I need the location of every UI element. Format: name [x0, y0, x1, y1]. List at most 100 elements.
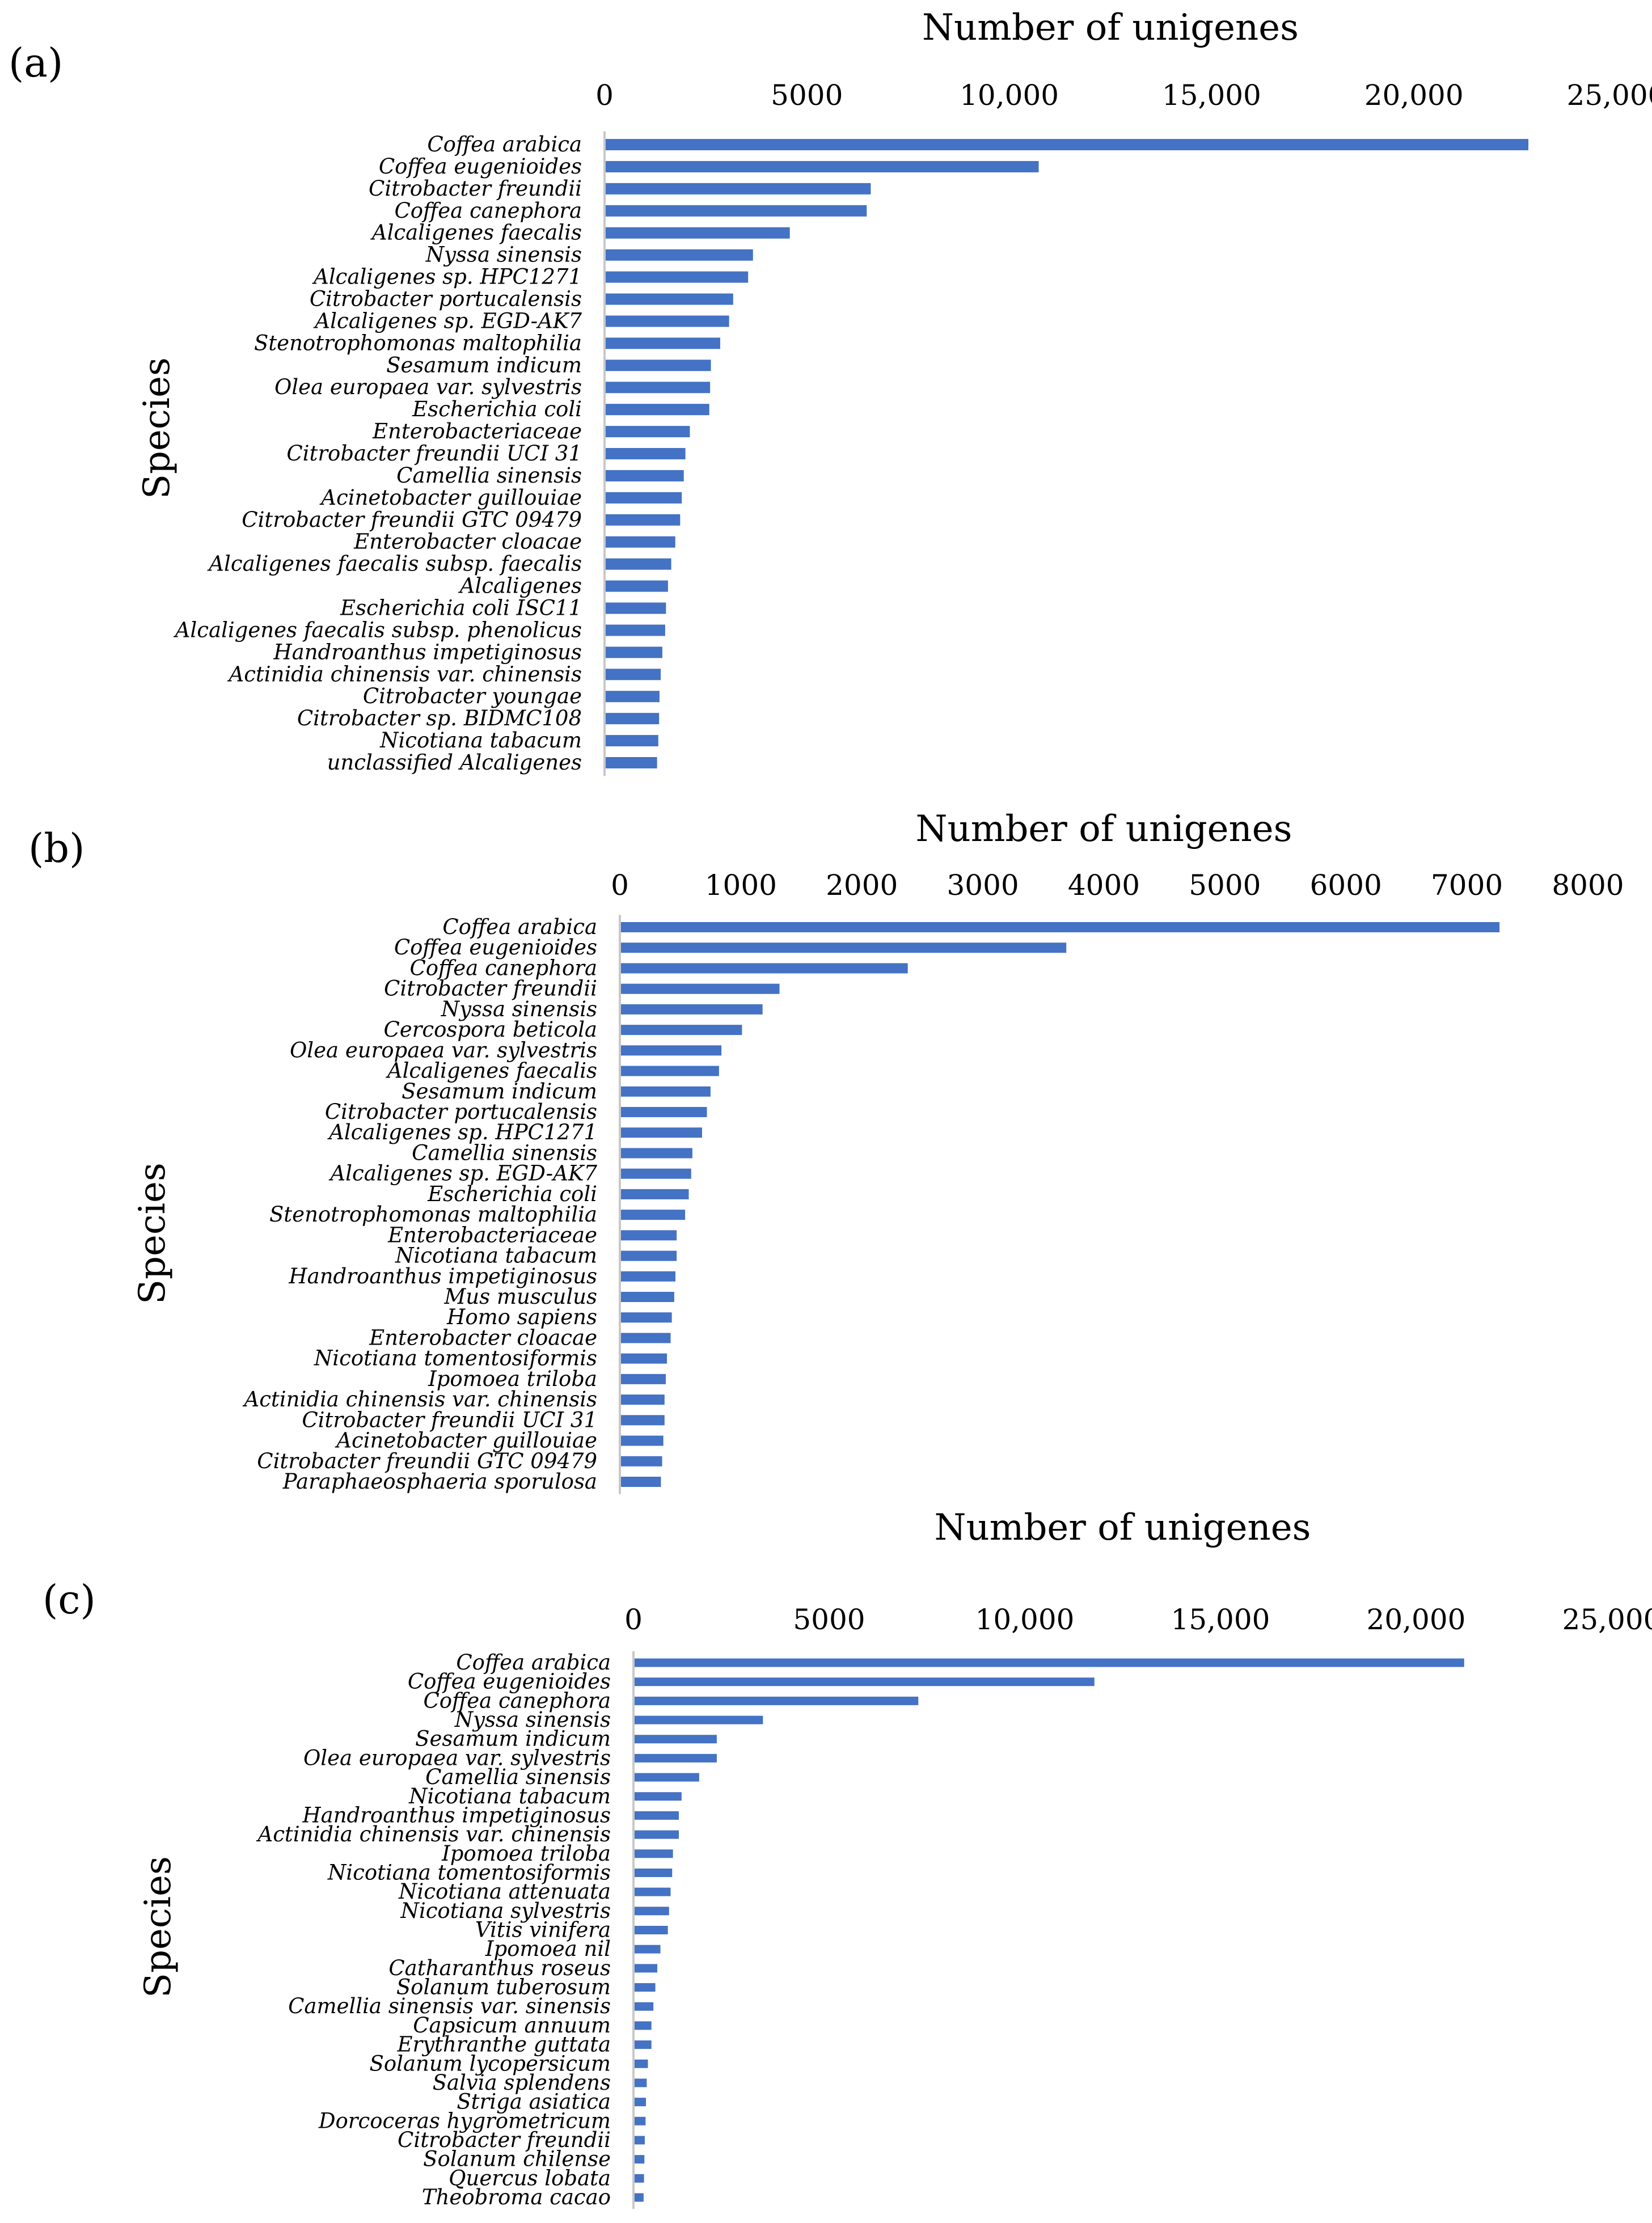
category-label: Citrobacter portucalensis: [325, 1100, 597, 1124]
bar: [635, 2059, 648, 2068]
bar: [621, 1086, 711, 1097]
bar: [606, 404, 709, 416]
category-label: Theobroma cacao: [422, 2185, 611, 2209]
bar: [635, 1830, 679, 1839]
category-label: Camellia sinensis var. sinensis: [288, 1994, 611, 2018]
x-tick-label: 5000: [1189, 869, 1261, 902]
category-label: Ipomoea triloba: [441, 1841, 611, 1866]
bar: [621, 1210, 686, 1220]
bar: [606, 249, 753, 261]
category-label: Coffea canephora: [394, 198, 582, 223]
bar: [621, 1456, 662, 1466]
panel-a: (a) Number of unigenes Species 0 5000 10,000 1…: [9, 7, 1652, 776]
category-label: Nicotiana tomentosiformis: [327, 1860, 611, 1884]
bar: [606, 382, 711, 394]
bar: [606, 735, 658, 747]
bar: [621, 1127, 702, 1138]
panel-letter: (a): [9, 40, 63, 86]
bar: [606, 602, 666, 614]
bar: [606, 713, 660, 725]
category-label: Enterobacteriaceae: [387, 1223, 597, 1247]
y-axis-title: Species: [132, 1163, 174, 1304]
bar: [606, 183, 871, 195]
bar: [606, 205, 867, 217]
category-label: Striga asiatica: [457, 2090, 611, 2114]
bar: [606, 426, 690, 438]
category-label: Olea europaea var. sylvestris: [290, 1038, 597, 1062]
category-label: Nicotiana tabacum: [379, 728, 582, 753]
x-tick-label: 1000: [705, 869, 777, 902]
category-label: Acinetobacter guillouiae: [319, 485, 582, 510]
x-tick-label: 25,000: [1562, 1603, 1652, 1636]
category-label: Citrobacter sp. BIDMC108: [297, 706, 582, 730]
bar: [621, 943, 1067, 953]
bar: [621, 1394, 665, 1405]
panel-letter: (b): [28, 825, 84, 872]
x-tick-label: 6000: [1310, 869, 1382, 902]
category-label: Actinidia chinensis var. chinensis: [227, 662, 582, 686]
category-label: Citrobacter freundii UCI 31: [286, 441, 582, 466]
category-label: Escherichia coli: [412, 397, 582, 421]
category-label: Nyssa sinensis: [441, 997, 597, 1021]
category-label: Camellia sinensis: [412, 1140, 597, 1165]
category-label: Alcaligenes sp. HPC1271: [327, 1120, 597, 1144]
category-label: Ipomoea nil: [485, 1937, 611, 1961]
bar: [621, 1435, 664, 1446]
bar: [635, 2040, 652, 2049]
x-tick-label: 4000: [1068, 869, 1140, 902]
bar: [621, 983, 780, 994]
bar: [621, 1107, 707, 1117]
category-label: Camellia sinensis: [396, 463, 582, 488]
bar: [621, 1189, 689, 1199]
x-tick-label: 25,000: [1567, 79, 1652, 112]
bar: [635, 2136, 645, 2145]
category-label: Citrobacter freundii UCI 31: [302, 1408, 597, 1432]
category-label: Coffea eugenioides: [408, 1670, 611, 1694]
bar: [621, 922, 1500, 932]
category-label: Homo sapiens: [446, 1305, 597, 1329]
category-label: Coffea arabica: [427, 132, 582, 157]
category-label: Alcaligenes sp. HPC1271: [312, 265, 582, 289]
bar: [635, 1811, 679, 1820]
bar: [635, 2002, 654, 2011]
bar: [621, 1250, 677, 1261]
category-label: Actinidia chinensis var. chinensis: [242, 1387, 597, 1411]
bar: [606, 139, 1529, 150]
bar: [635, 1945, 661, 1954]
bar: [606, 470, 684, 481]
category-label: Citrobacter portucalensis: [310, 287, 582, 311]
category-label: Solanum chilense: [423, 2147, 611, 2171]
category-label: Camellia sinensis: [425, 1765, 611, 1789]
category-label: Alcaligenes faecalis subsp. phenolicus: [174, 618, 582, 642]
bar: [606, 293, 733, 305]
bar: [606, 691, 660, 703]
category-label: Coffea eugenioides: [394, 935, 597, 960]
category-label: Nyssa sinensis: [454, 1708, 611, 1732]
x-tick-label: 10,000: [975, 1603, 1075, 1636]
category-label: Sesamum indicum: [386, 353, 582, 377]
category-label: Escherichia coli ISC11: [340, 596, 582, 620]
bar: [635, 1868, 673, 1877]
category-label: Nyssa sinensis: [425, 243, 582, 267]
category-label: Citrobacter freundii: [384, 977, 597, 1001]
category-label: Solanum tuberosum: [396, 1975, 611, 2000]
category-label: Quercus lobata: [449, 2166, 611, 2190]
category-label: Mus musculus: [443, 1284, 597, 1309]
bar: [606, 227, 790, 239]
bar: [635, 1849, 673, 1858]
bar: [621, 1025, 742, 1036]
bar: [635, 1715, 763, 1725]
x-tick-label: 5000: [771, 79, 843, 112]
category-label: Coffea canephora: [409, 956, 597, 980]
category-label: Coffea arabica: [456, 1650, 611, 1675]
bar: [635, 2116, 646, 2125]
x-tick-label: 15,000: [1162, 79, 1261, 112]
category-label: Alcaligenes faecalis subsp. faecalis: [207, 552, 582, 576]
x-tick-label: 3000: [947, 869, 1019, 902]
bar: [635, 1964, 658, 1973]
category-label: Alcaligenes faecalis: [370, 221, 582, 245]
bar: [635, 1735, 717, 1744]
panel-letter: (c): [43, 1577, 96, 1623]
category-label: Solanum lycopersicum: [370, 2051, 611, 2076]
bar: [635, 2078, 647, 2087]
